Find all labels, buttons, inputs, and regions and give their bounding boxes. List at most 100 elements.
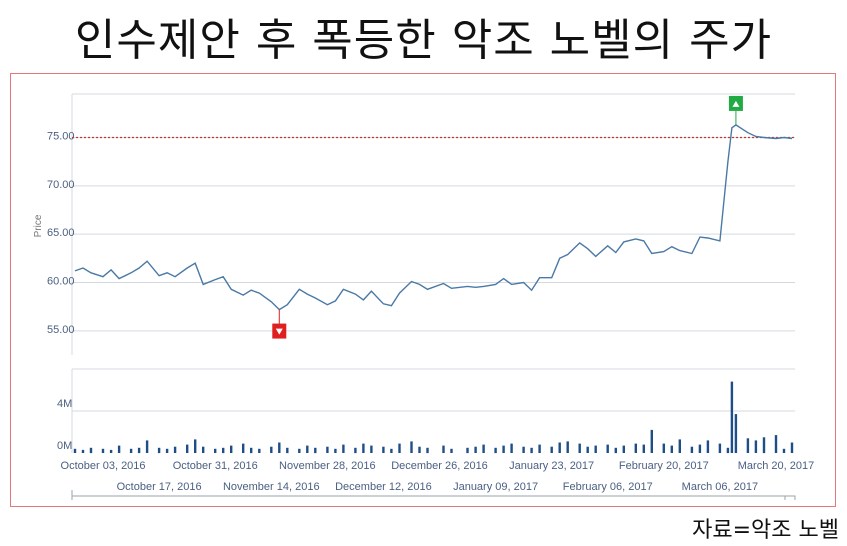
volume-bar	[730, 381, 734, 453]
chart-frame	[10, 73, 836, 507]
volume-bar	[242, 443, 245, 453]
volume-bar	[186, 444, 189, 453]
volume-bar	[774, 435, 778, 453]
volume-bar	[298, 448, 301, 453]
price-panel: 55.00 60.00 65.00 70.00 75.00 Price	[33, 93, 795, 355]
volume-bar	[230, 445, 233, 453]
volume-bar	[418, 446, 421, 453]
volume-bar	[270, 446, 273, 453]
volume-bar	[558, 442, 561, 453]
volume-bar	[306, 445, 309, 453]
volume-bar	[566, 441, 569, 453]
x-tick-label: March 20, 2017	[738, 460, 814, 472]
volume-bar	[642, 444, 645, 453]
volume-bar	[370, 445, 373, 453]
x-tick-label: October 31, 2016	[173, 460, 258, 472]
volume-bar	[334, 448, 337, 453]
volume-bar	[494, 447, 497, 454]
volume-bar	[314, 447, 317, 454]
volume-bars	[73, 381, 794, 454]
x-tick-label: January 09, 2017	[453, 481, 538, 493]
volume-bar	[718, 443, 722, 453]
volume-bar	[594, 445, 597, 453]
volume-bar	[382, 446, 385, 453]
volume-bar	[450, 448, 453, 453]
price-tick-label: 65.00	[47, 227, 75, 239]
volume-bar	[614, 447, 617, 454]
volume-bar	[762, 437, 766, 454]
price-y-ticks: 55.00 60.00 65.00 70.00 75.00	[47, 131, 75, 336]
volume-bar	[354, 447, 357, 454]
source-note: 자료=악조 노벨	[692, 518, 839, 543]
volume-bar	[326, 446, 329, 453]
volume-bar	[746, 438, 750, 453]
volume-bar	[129, 448, 133, 453]
volume-bar	[482, 444, 485, 453]
down-arrow-icon	[275, 328, 283, 335]
volume-bar	[286, 447, 289, 454]
x-tick-label: October 17, 2016	[117, 481, 202, 493]
x-tick-label: February 06, 2017	[563, 481, 653, 493]
volume-bar	[706, 440, 710, 453]
volume-bar	[606, 444, 609, 453]
up-arrow-icon	[732, 100, 740, 107]
x-tick-label: November 14, 2016	[223, 481, 320, 493]
volume-bar	[782, 448, 786, 453]
volume-bar	[258, 448, 261, 453]
volume-bar	[550, 446, 553, 453]
volume-bar	[650, 429, 653, 453]
volume-bar	[502, 445, 505, 453]
volume-bar	[202, 446, 205, 453]
volume-y-ticks: 0M 4M	[57, 398, 72, 452]
volume-bar	[690, 446, 694, 453]
price-tick-label: 70.00	[47, 179, 75, 191]
markers	[272, 95, 743, 339]
volume-bar	[109, 449, 113, 453]
volume-bar	[734, 414, 738, 453]
price-series-line	[74, 124, 793, 311]
x-tick-label: December 26, 2016	[391, 460, 488, 472]
volume-bar	[81, 449, 85, 453]
volume-bar	[278, 442, 281, 453]
volume-panel: 0M 4M	[57, 368, 795, 454]
volume-bar	[726, 447, 730, 454]
volume-bar	[342, 444, 345, 453]
volume-bar	[117, 445, 121, 453]
volume-bar	[73, 448, 77, 453]
volume-bar	[89, 447, 93, 454]
volume-bar	[538, 444, 541, 453]
x-tick-label: January 23, 2017	[509, 460, 594, 472]
navigator[interactable]	[71, 490, 796, 500]
volume-bar	[670, 445, 673, 453]
volume-bar	[622, 445, 625, 453]
volume-bar	[466, 447, 469, 454]
volume-bar	[530, 447, 533, 454]
navigator-handle-right	[784, 495, 796, 500]
x-tick-label: October 03, 2016	[61, 460, 146, 472]
price-tick-label: 55.00	[47, 324, 75, 336]
volume-bar	[390, 448, 393, 453]
volume-bar	[165, 448, 169, 453]
volume-bar	[754, 440, 758, 453]
volume-bar	[410, 441, 413, 453]
x-tick-label: November 28, 2016	[279, 460, 376, 472]
price-tick-label: 75.00	[47, 131, 75, 143]
volume-bar	[522, 446, 525, 453]
volume-bar	[194, 439, 197, 453]
volume-bar	[634, 443, 637, 453]
volume-bar	[222, 447, 225, 454]
volume-bar	[586, 446, 589, 453]
x-tick-label: December 12, 2016	[335, 481, 432, 493]
volume-bar	[362, 443, 365, 453]
volume-bar	[157, 447, 161, 454]
volume-bar	[662, 443, 665, 453]
volume-bar	[510, 443, 513, 453]
price-grid	[72, 137, 795, 332]
x-ticks-lower: October 17, 2016 November 14, 2016 Decembe…	[117, 481, 759, 493]
volume-tick-label: 0M	[57, 440, 72, 452]
volume-bar	[790, 442, 794, 453]
price-axis-label: Price	[33, 214, 44, 237]
volume-bar	[137, 447, 141, 454]
x-ticks-upper: October 03, 2016 October 31, 2016 November…	[61, 460, 815, 472]
